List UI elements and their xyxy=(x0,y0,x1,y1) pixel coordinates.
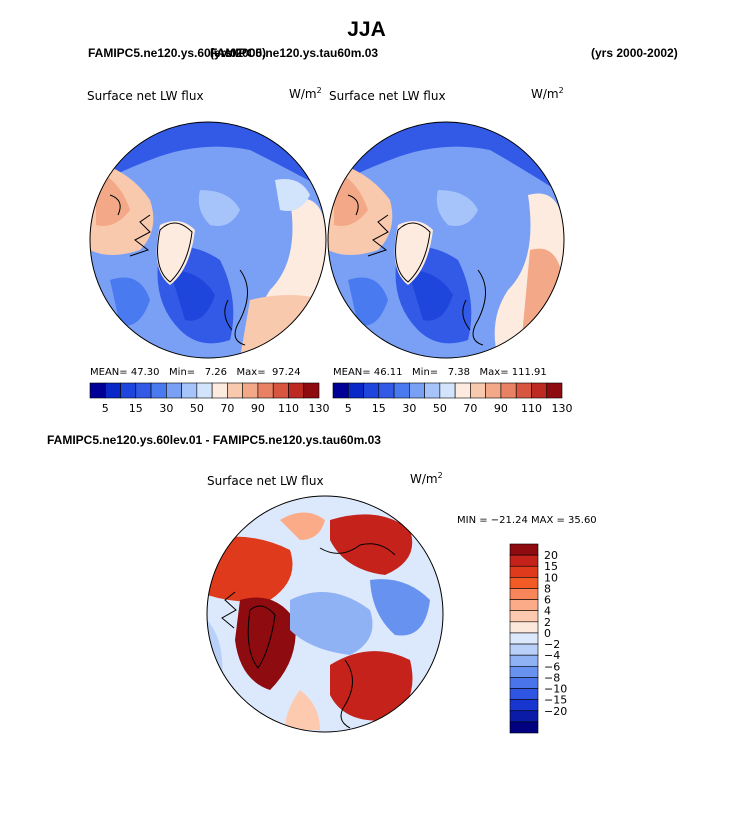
colorbar-top2-swatch xyxy=(470,382,486,399)
colorbar-top-swatch xyxy=(181,382,198,399)
diff-title: FAMIPC5.ne120.ys.60lev.01 - FAMIPC5.ne12… xyxy=(47,433,381,447)
colorbar-top-swatch xyxy=(104,382,121,399)
colorbar-top-tick-label: 15 xyxy=(129,402,143,415)
diff-variable: Surface net LW flux xyxy=(207,474,324,488)
colorbar-top2-tick-label: 5 xyxy=(345,402,352,415)
colorbar-top-swatch xyxy=(288,382,305,399)
colorbar-top-swatch xyxy=(242,382,259,399)
colorbar-diff-tick-label: −2 xyxy=(544,638,560,651)
colorbar-top2-swatch xyxy=(531,382,548,399)
colorbar-top-tick-label: 70 xyxy=(220,402,234,415)
colorbar-diff-tick-label: −6 xyxy=(544,660,560,673)
colorbar-diff-tick-label: 10 xyxy=(544,571,558,584)
panel2-stats: MEAN= 46.11 Min= 7.38 Max= 111.91 xyxy=(333,367,547,378)
colorbar-top2-tick-label: 15 xyxy=(372,402,386,415)
colorbar-diff-swatch xyxy=(509,554,539,567)
colorbar-top2-swatch xyxy=(485,382,502,399)
case-left-label: FAMIPC5.ne120.ys.60lev.01 xyxy=(88,46,244,60)
colorbar-top2-swatch xyxy=(363,382,380,399)
colorbar-top2-tick-label: 30 xyxy=(402,402,416,415)
colorbar-top-swatch xyxy=(303,382,320,399)
colorbar-top-swatch xyxy=(150,382,167,399)
colorbar-top-tick-label: 50 xyxy=(190,402,204,415)
years-left-label: (yrs 2000) xyxy=(210,46,267,60)
colorbar-top2-swatch xyxy=(546,382,563,399)
colorbar-diff-swatch xyxy=(509,621,539,634)
colorbar-top2-tick-label: 70 xyxy=(463,402,477,415)
colorbar-top-tick-label: 130 xyxy=(309,402,330,415)
colorbar-top-tick-label: 90 xyxy=(251,402,265,415)
panel2-map xyxy=(328,122,564,358)
colorbar-top-swatch xyxy=(120,382,137,399)
colorbar-top2-swatch xyxy=(393,382,410,399)
diff-units: W/m2 xyxy=(410,471,443,486)
panel1-units: W/m2 xyxy=(289,86,322,101)
colorbar-top-swatch xyxy=(166,382,182,399)
colorbar-diff-swatch xyxy=(509,643,539,656)
colorbar-diff-swatch xyxy=(509,654,539,667)
colorbar-top2-tick-label: 90 xyxy=(494,402,508,415)
colorbar-top2-swatch xyxy=(378,382,395,399)
colorbar-top: 5 15 30 50 70 90 110 130 5 15 30 50 70 90 110 130 xyxy=(89,382,573,415)
colorbar-top-tick-label: 30 xyxy=(159,402,173,415)
colorbar-diff-tick-label: 0 xyxy=(544,627,551,640)
colorbar-top-swatch xyxy=(257,382,274,399)
diff-map xyxy=(207,496,443,732)
colorbar-top2-tick-label: 130 xyxy=(552,402,573,415)
colorbar-diff-tick-label: −8 xyxy=(544,671,560,684)
years-right-label: (yrs 2000-2002) xyxy=(591,46,678,60)
colorbar-diff-swatch xyxy=(509,610,539,623)
colorbar-diff-swatch xyxy=(509,543,539,556)
colorbar-diff-swatch xyxy=(509,721,539,734)
colorbar-diff-tick-label: −10 xyxy=(544,683,567,696)
page-title: JJA xyxy=(347,18,386,41)
colorbar-diff-swatch xyxy=(509,699,539,712)
colorbar-top-swatch xyxy=(211,382,228,399)
colorbar-diff-tick-label: 15 xyxy=(544,560,558,573)
colorbar-diff-swatch xyxy=(509,688,539,700)
colorbar-diff-tick-label: −20 xyxy=(544,705,567,718)
colorbar-top-swatch xyxy=(196,382,213,399)
colorbar-diff-swatch xyxy=(509,632,539,645)
colorbar-top2-swatch xyxy=(515,382,532,399)
colorbar-top2-tick-label: 50 xyxy=(433,402,447,415)
colorbar-diff-swatch xyxy=(509,677,539,689)
colorbar-diff-tick-label: 20 xyxy=(544,549,558,562)
colorbar-top2-swatch xyxy=(409,382,425,399)
colorbar-diff-swatch xyxy=(509,565,539,578)
colorbar-top2-swatch xyxy=(454,382,471,399)
colorbar-top2-tick-label: 110 xyxy=(521,402,542,415)
panel2-variable: Surface net LW flux xyxy=(329,89,446,103)
colorbar-top-tick-label: 5 xyxy=(102,402,109,415)
colorbar-top2-swatch xyxy=(347,382,364,399)
colorbar-top2-swatch xyxy=(424,382,441,399)
colorbar-top2-swatch xyxy=(500,382,517,399)
colorbar-top-swatch xyxy=(272,382,289,399)
colorbar-top-swatch xyxy=(135,382,152,399)
colorbar-diff-swatch xyxy=(509,710,539,723)
colorbar-diff-swatch xyxy=(509,599,539,612)
colorbar-top2-swatch xyxy=(332,382,349,399)
colorbar-diff-tick-label: 6 xyxy=(544,594,551,607)
colorbar-diff-tick-label: −4 xyxy=(544,649,560,662)
panel1-map xyxy=(90,122,326,358)
panel2-units: W/m2 xyxy=(531,86,564,101)
panel1-variable: Surface net LW flux xyxy=(87,89,204,103)
colorbar-diff-tick-label: −15 xyxy=(544,694,567,707)
diff-stats: MIN = −21.24 MAX = 35.60 xyxy=(457,515,597,526)
colorbar-top-swatch xyxy=(89,382,106,399)
panel1-stats: MEAN= 47.30 Min= 7.26 Max= 97.24 xyxy=(90,367,301,378)
colorbar-diff-swatch xyxy=(509,665,539,678)
colorbar-top-swatch xyxy=(227,382,243,399)
colorbar-diff-tick-label: 4 xyxy=(544,605,551,618)
colorbar-diff-tick-label: 2 xyxy=(544,616,551,629)
colorbar-top-tick-label: 110 xyxy=(278,402,299,415)
colorbar-diff-swatch xyxy=(509,577,539,589)
colorbar-diff-tick-label: 8 xyxy=(544,582,551,595)
case-right-label: FAMIPC5.ne120.ys.tau60m.03 xyxy=(210,46,379,60)
colorbar-diff-swatch xyxy=(509,588,539,600)
colorbar-top2-swatch xyxy=(439,382,456,399)
